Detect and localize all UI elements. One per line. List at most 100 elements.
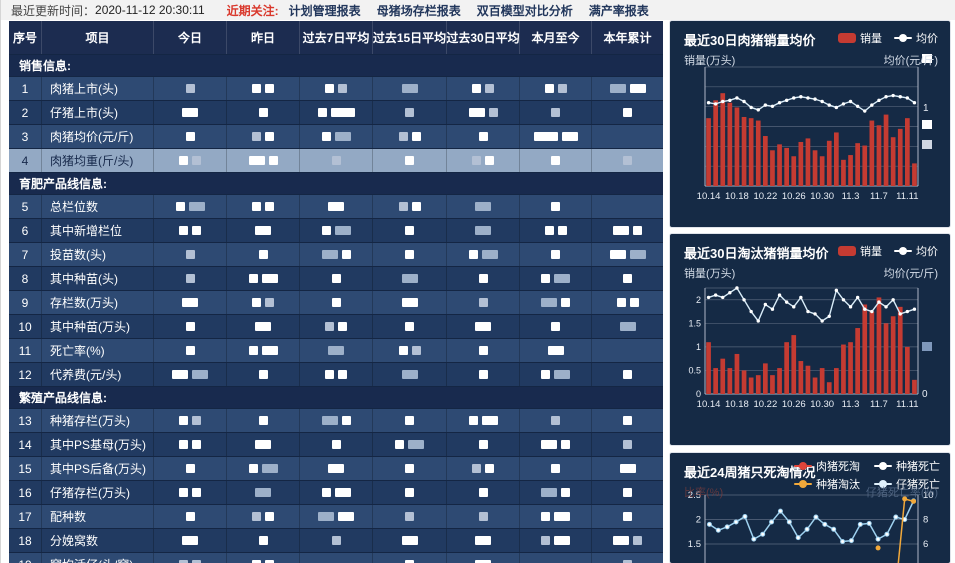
redacted-value xyxy=(609,250,626,259)
column-header: 项目 xyxy=(42,21,154,54)
redacted-value xyxy=(544,226,554,235)
redacted-value xyxy=(248,464,258,473)
row-label: 投苗数(头) xyxy=(42,243,154,266)
table-cell xyxy=(520,125,592,148)
legend-item[interactable]: 销量 xyxy=(838,30,882,46)
row-label: 其中新增栏位 xyxy=(42,219,154,242)
table-row[interactable]: 6 其中新增栏位 xyxy=(9,218,663,242)
redacted-value xyxy=(398,132,408,141)
redacted-value xyxy=(179,488,188,497)
table-cell xyxy=(520,553,592,563)
redacted-value xyxy=(258,416,268,425)
legend-item[interactable]: 种猪死亡 xyxy=(874,458,940,474)
table-row[interactable]: 15 其中PS后备(万头) xyxy=(9,456,663,480)
redacted-value xyxy=(182,108,198,117)
table-cell xyxy=(373,77,447,100)
table-cell xyxy=(447,243,520,266)
legend-item[interactable]: 均价 xyxy=(894,243,938,259)
redacted-value xyxy=(338,370,347,379)
redacted-value xyxy=(623,416,632,425)
table-row[interactable]: 11 死亡率(%) xyxy=(9,338,663,362)
table-row[interactable]: 14 其中PS基母(万头) xyxy=(9,432,663,456)
row-number: 11 xyxy=(9,339,42,362)
svg-text:11.7: 11.7 xyxy=(870,191,888,202)
table-cell xyxy=(227,267,300,290)
nav-link[interactable]: 计划管理报表 xyxy=(288,3,361,18)
nav-link[interactable]: 双百模型对比分析 xyxy=(476,3,573,18)
legend-item[interactable]: 种猪淘汰 xyxy=(794,476,860,492)
redacted-value xyxy=(318,512,334,521)
section-header: 育肥产品线信息: xyxy=(9,172,663,194)
redacted-value xyxy=(623,274,632,283)
redacted-value xyxy=(405,512,414,521)
redacted-value xyxy=(561,132,578,141)
redacted-value xyxy=(321,250,338,259)
table-row[interactable]: 9 存栏数(万头) xyxy=(9,290,663,314)
svg-text:11.11: 11.11 xyxy=(896,399,918,410)
svg-text:2: 2 xyxy=(696,515,701,526)
table-cell xyxy=(520,481,592,504)
svg-text:2: 2 xyxy=(696,295,701,305)
redacted-value xyxy=(334,132,351,141)
table-row[interactable]: 2 仔猪上市(头) xyxy=(9,100,663,124)
legend-item[interactable]: 仔猪死亡 xyxy=(874,476,940,492)
table-cell xyxy=(520,149,592,172)
table-cell xyxy=(592,505,663,528)
row-label: 死亡率(%) xyxy=(42,339,154,362)
table-row[interactable]: 13 种猪存栏(万头) xyxy=(9,408,663,432)
table-cell xyxy=(373,291,447,314)
row-label: 肉猪均价(元/斤) xyxy=(42,125,154,148)
redacted-value xyxy=(179,226,188,235)
section-header: 繁殖产品线信息: xyxy=(9,386,663,408)
redacted-value xyxy=(405,416,414,425)
redacted-value xyxy=(175,202,185,211)
table-row[interactable]: 18 分娩窝数 xyxy=(9,528,663,552)
table-cell xyxy=(447,195,520,218)
table-row[interactable]: 4 肉猪均重(斤/头) xyxy=(9,148,663,172)
redacted-value xyxy=(478,132,488,141)
table-cell xyxy=(520,267,592,290)
table-row[interactable]: 1 肉猪上市(头) xyxy=(9,76,663,100)
table-cell xyxy=(373,481,447,504)
row-number: 12 xyxy=(9,363,42,386)
redacted-axis-label xyxy=(922,54,932,63)
table-row[interactable]: 10 其中种苗(万头) xyxy=(9,314,663,338)
table-cell xyxy=(227,125,300,148)
table-cell xyxy=(373,409,447,432)
table-row[interactable]: 12 代养费(元/头) xyxy=(9,362,663,386)
table-cell xyxy=(154,339,227,362)
redacted-value xyxy=(633,536,642,545)
table-row[interactable]: 19窝均活仔(头/窝) xyxy=(9,552,663,563)
table-cell xyxy=(154,291,227,314)
redacted-value xyxy=(252,298,261,307)
nav-link[interactable]: 满产率报表 xyxy=(588,3,649,18)
legend-item[interactable]: 均价 xyxy=(894,30,938,46)
table-row[interactable]: 8 其中种苗(头) xyxy=(9,266,663,290)
redacted-value xyxy=(268,156,278,165)
table-cell xyxy=(373,101,447,124)
redacted-value xyxy=(265,298,274,307)
table-cell xyxy=(227,481,300,504)
chart-panel-pig-sales: 最近30日肉猪销量均价 销量 均价 销量(万头) 均价(元/斤) 10.14 10.… xyxy=(669,20,951,228)
redacted-value xyxy=(192,226,201,235)
redacted-value xyxy=(554,536,570,545)
redacted-value xyxy=(258,370,268,379)
legend-item[interactable]: 肉猪死淘 xyxy=(794,458,860,474)
table-row[interactable]: 3 肉猪均价(元/斤) xyxy=(9,124,663,148)
table-row[interactable]: 7 投苗数(头) xyxy=(9,242,663,266)
redacted-value xyxy=(551,416,560,425)
redacted-value xyxy=(252,560,261,563)
table-row[interactable]: 16 仔猪存栏(万头) xyxy=(9,480,663,504)
row-number: 19 xyxy=(9,553,42,563)
row-label: 代养费(元/头) xyxy=(42,363,154,386)
table-cell xyxy=(154,267,227,290)
table-cell xyxy=(373,363,447,386)
table-cell xyxy=(373,267,447,290)
nav-link[interactable]: 母猪场存栏报表 xyxy=(376,3,461,18)
redacted-value xyxy=(255,322,271,331)
table-row[interactable]: 17 配种数 xyxy=(9,504,663,528)
table-row[interactable]: 5 总栏位数 xyxy=(9,194,663,218)
redacted-value xyxy=(478,488,488,497)
legend-item[interactable]: 销量 xyxy=(838,243,882,259)
table-cell xyxy=(592,457,663,480)
